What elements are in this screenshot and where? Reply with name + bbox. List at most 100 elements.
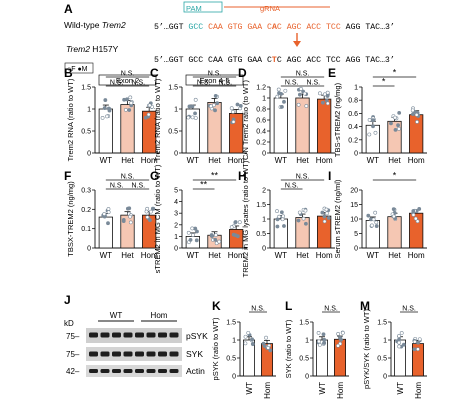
data-point [275, 217, 280, 222]
x-tick-label: Het [208, 156, 221, 165]
y-tick-label: 5 [174, 188, 178, 195]
data-point [393, 115, 397, 120]
y-tick-label: 0 [383, 374, 387, 381]
y-tick-label: 0 [354, 246, 358, 253]
x-tick-label: WT [245, 382, 254, 395]
y-tick-label: 1 [232, 338, 236, 345]
panel-letter: H [238, 169, 247, 183]
data-point [283, 88, 288, 93]
data-point [416, 347, 420, 352]
data-point [297, 92, 302, 97]
wt-sequence: 5’…GGT GCC CAA GTG GAA CAC AGC ACC TCC A… [154, 22, 395, 32]
y-tick-label: 0.2 [81, 207, 91, 214]
y-axis-label: C/N Trem2 ratio (to WT) [241, 79, 250, 160]
panel-a: A PAM gRNA Wild-type Trem2 5’…GGT GCC CA… [64, 1, 395, 65]
data-point [145, 215, 150, 220]
sig-label: N.S. [121, 174, 135, 181]
x-tick-label: WT [367, 251, 380, 260]
data-point [149, 209, 153, 214]
y-tick-label: 0.2 [256, 140, 266, 147]
data-point [243, 341, 248, 346]
x-tick-label: WT [100, 156, 113, 165]
data-point [302, 91, 307, 96]
data-point [129, 101, 134, 105]
blot-band [135, 351, 144, 357]
y-tick-label: 1.5 [226, 320, 236, 327]
blot-band [112, 332, 121, 338]
data-point [322, 337, 327, 342]
blot-band [112, 369, 121, 373]
sig-label: N.S. [285, 80, 299, 87]
data-point [150, 206, 155, 211]
data-point [340, 330, 345, 335]
panel-letter: D [238, 66, 247, 80]
data-point [415, 119, 419, 124]
chart-f: F 0 0.1 0.2 0.3 TBSX-TREM2 (ng/mg) WT Het Hom N.S… [64, 169, 160, 260]
data-point [193, 226, 198, 231]
bar-het [387, 216, 402, 249]
band-label-syk: SYK [186, 349, 203, 359]
sig-label: N.S. [402, 306, 416, 313]
y-tick-label: 0.5 [81, 129, 91, 136]
y-tick-label: 0.8 [256, 107, 266, 114]
panel-letter: G [150, 169, 159, 183]
mutation-arrow-head [293, 41, 301, 47]
data-point [187, 104, 192, 109]
data-point [125, 206, 130, 211]
data-point [235, 234, 240, 239]
data-point [190, 115, 195, 120]
panel-letter: M [360, 299, 370, 313]
y-axis-label: TBSX-TREM2 (ng/mg) [66, 181, 75, 257]
data-point [301, 216, 306, 221]
x-tick-label: Hom [408, 251, 425, 260]
data-point [367, 117, 372, 122]
x-tick-label: Hom [263, 382, 272, 399]
data-point [415, 219, 420, 224]
lane-label-hom: Hom [151, 311, 168, 320]
data-point [373, 210, 378, 215]
data-point [217, 239, 222, 244]
x-tick-label: WT [318, 382, 327, 395]
data-point [417, 337, 422, 342]
data-point [279, 91, 284, 96]
data-point [336, 343, 340, 348]
chart-subtitle: Exon 4-5 [199, 76, 229, 85]
data-point [399, 331, 404, 335]
data-point [195, 229, 199, 234]
blot-strip-syk [86, 347, 182, 361]
y-tick-label: 20 [350, 188, 358, 195]
blot-band [89, 351, 98, 357]
data-point [397, 126, 401, 131]
y-tick-label: 0.4 [256, 129, 266, 136]
data-point [325, 101, 330, 106]
y-axis-label: sTREM2 in MG CM (ratio to WT) [153, 164, 162, 273]
panel-a-letter: A [64, 2, 73, 16]
data-point [268, 348, 273, 353]
chart-m: M 0 0.5 1 1.5 pSYK/SYK (ratio to WT) WT Hom N.S. [360, 299, 427, 399]
data-point [128, 95, 133, 100]
y-tick-label: 1.5 [299, 320, 309, 327]
data-point [366, 213, 371, 218]
data-point [416, 340, 420, 345]
data-point [261, 341, 266, 346]
y-tick-label: 0.5 [168, 129, 178, 136]
x-tick-label: WT [275, 156, 288, 165]
data-point [243, 334, 248, 339]
kda-label: kD [64, 319, 74, 328]
data-point [325, 90, 330, 95]
data-point [190, 226, 195, 231]
chart-e: E 0 0.2 0.4 0.6 0.8 1 TBS-sTREM2 (ng/mg) WT Het Ho… [328, 66, 427, 165]
x-tick-label: Hom [228, 156, 245, 165]
blot-band [146, 369, 156, 373]
y-tick-label: 1 [305, 338, 309, 345]
data-point [303, 208, 308, 213]
x-tick-label: Hom [336, 382, 345, 399]
y-tick-label: 4 [174, 199, 178, 206]
blot-bands [89, 332, 179, 373]
y-tick-label: 0 [262, 151, 266, 158]
data-point [322, 341, 327, 345]
data-point [397, 340, 401, 345]
chart-i: I 0 5 10 15 20 Serum sTREM2 (ng/ml) WT Het Hom * [328, 169, 427, 260]
data-point [318, 91, 322, 96]
